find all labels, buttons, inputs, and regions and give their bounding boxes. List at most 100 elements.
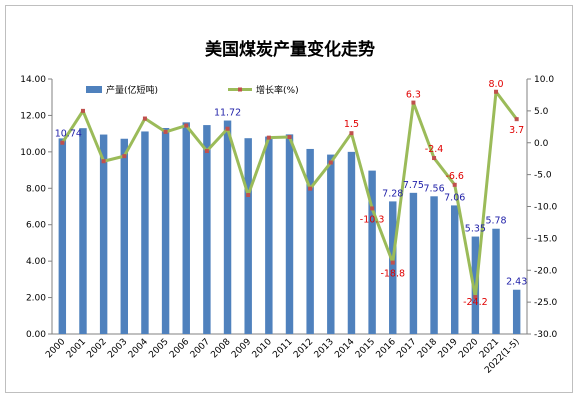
bars-layer — [58, 120, 521, 335]
bar — [327, 154, 335, 334]
bar — [368, 170, 376, 334]
y-left-tick-label: 14.00 — [20, 75, 46, 85]
bar — [265, 136, 273, 334]
y-right-tick-label: -15.0 — [534, 234, 558, 244]
growth-rate-data-label: -6.6 — [445, 171, 464, 182]
y-left-tick-label: 6.00 — [26, 221, 46, 231]
bar-data-label: 7.75 — [403, 180, 424, 191]
x-tick-label: 2019 — [437, 337, 460, 360]
bar — [79, 128, 87, 334]
bar-data-label: 7.06 — [444, 192, 465, 203]
growth-rate-point — [370, 206, 375, 211]
growth-rate-point — [432, 156, 437, 161]
bar-data-label: 5.78 — [485, 216, 506, 227]
growth-rate-point — [246, 193, 251, 198]
growth-rate-point — [184, 123, 189, 128]
data-labels-layer: 10.74 11.72 7.287.75 7.567.06 5.355.78 2.43 1.… — [55, 79, 528, 308]
bar — [409, 192, 418, 334]
growth-rate-point — [142, 116, 147, 121]
growth-rate-data-label: -2.4 — [425, 144, 444, 155]
chart-legend: 产量(亿短吨) 增长率(%) — [86, 84, 299, 96]
y-left-tick-label: 12.00 — [20, 111, 46, 121]
bar — [285, 134, 294, 334]
bar — [223, 120, 232, 335]
bar — [389, 201, 397, 334]
y-right-tick-label: -5.0 — [534, 171, 552, 181]
growth-rate-point — [411, 100, 416, 105]
legend-label-production: 产量(亿短吨) — [106, 84, 158, 96]
x-tick-label: 2010 — [251, 337, 274, 360]
bar — [347, 151, 356, 334]
bar-data-label: 7.56 — [423, 183, 444, 194]
x-tick-label: 2007 — [189, 337, 212, 360]
bar-data-label: 5.35 — [465, 224, 486, 235]
x-tick-label: 2009 — [230, 337, 253, 360]
y-right-tick-label: 10.0 — [534, 75, 554, 85]
line-layer — [60, 89, 519, 300]
growth-rate-data-label: -18.8 — [380, 269, 405, 280]
bar — [244, 138, 252, 334]
x-tick-label: 2003 — [106, 337, 129, 360]
bar — [120, 138, 128, 334]
x-tick-label: 2005 — [147, 337, 170, 360]
x-tick-label: 2004 — [127, 337, 150, 360]
y-right-tick-label: 0.0 — [534, 139, 549, 149]
x-tick-label: 2011 — [271, 337, 294, 360]
x-tick-label: 2002 — [85, 337, 108, 360]
growth-rate-point — [204, 149, 209, 154]
legend-swatch-growth-marker — [238, 87, 242, 92]
bar — [203, 125, 211, 334]
y-right-tick-label: -25.0 — [534, 298, 558, 308]
growth-rate-point — [122, 154, 127, 159]
bar — [492, 228, 500, 334]
growth-rate-data-label: 3.7 — [509, 125, 524, 136]
bar — [512, 289, 521, 334]
x-tick-label: 2014 — [333, 337, 356, 360]
growth-rate-point — [452, 182, 457, 187]
y-left-tick-label: 0.00 — [26, 330, 46, 340]
x-tick-label: 2006 — [168, 337, 191, 360]
bar — [182, 122, 190, 334]
growth-rate-point — [101, 159, 106, 164]
bar — [430, 196, 438, 334]
x-tick-label: 2015 — [354, 337, 377, 360]
growth-rate-point — [60, 140, 65, 145]
bar — [451, 205, 459, 334]
growth-rate-point — [328, 160, 333, 165]
bar — [141, 131, 149, 334]
x-tick-label: 2001 — [65, 337, 88, 360]
growth-rate-point — [349, 131, 354, 136]
growth-rate-data-label: 1.5 — [344, 119, 359, 130]
growth-rate-point — [80, 108, 85, 113]
x-tick-label: 2013 — [313, 337, 336, 360]
y-right-tick-label: -10.0 — [534, 203, 558, 213]
x-tick-label: 2000 — [44, 337, 67, 360]
y-left-tick-label: 8.00 — [26, 184, 46, 194]
y-left-tick-label: 4.00 — [26, 257, 46, 267]
growth-rate-point — [287, 135, 292, 140]
growth-rate-point — [390, 260, 395, 265]
growth-rate-data-label: -10.3 — [360, 214, 385, 225]
bar — [161, 127, 170, 334]
bar — [306, 148, 314, 334]
growth-rate-point — [473, 295, 478, 300]
x-tick-label: 2017 — [395, 337, 418, 360]
growth-rate-point — [163, 129, 168, 134]
growth-rate-point — [266, 135, 271, 140]
y-right-tick-label: 5.0 — [534, 107, 549, 117]
bar-data-label: 2.43 — [506, 277, 527, 288]
y-left-tick-label: 10.00 — [20, 148, 46, 158]
bar-data-label: 11.72 — [214, 108, 241, 119]
y-left-tick-label: 2.00 — [26, 294, 46, 304]
growth-rate-point — [514, 117, 519, 122]
legend-swatch-production — [86, 86, 102, 93]
y-right-tick-label: -20.0 — [534, 266, 558, 276]
growth-rate-point — [308, 186, 313, 191]
bar-data-label: 10.74 — [55, 128, 82, 139]
growth-rate-data-label: 8.0 — [488, 79, 503, 90]
chart-title: 美国煤炭产量变化走势 — [205, 39, 375, 60]
x-tick-label: 2016 — [375, 337, 398, 360]
bar — [99, 134, 108, 334]
x-tick-label: 2012 — [292, 337, 315, 360]
